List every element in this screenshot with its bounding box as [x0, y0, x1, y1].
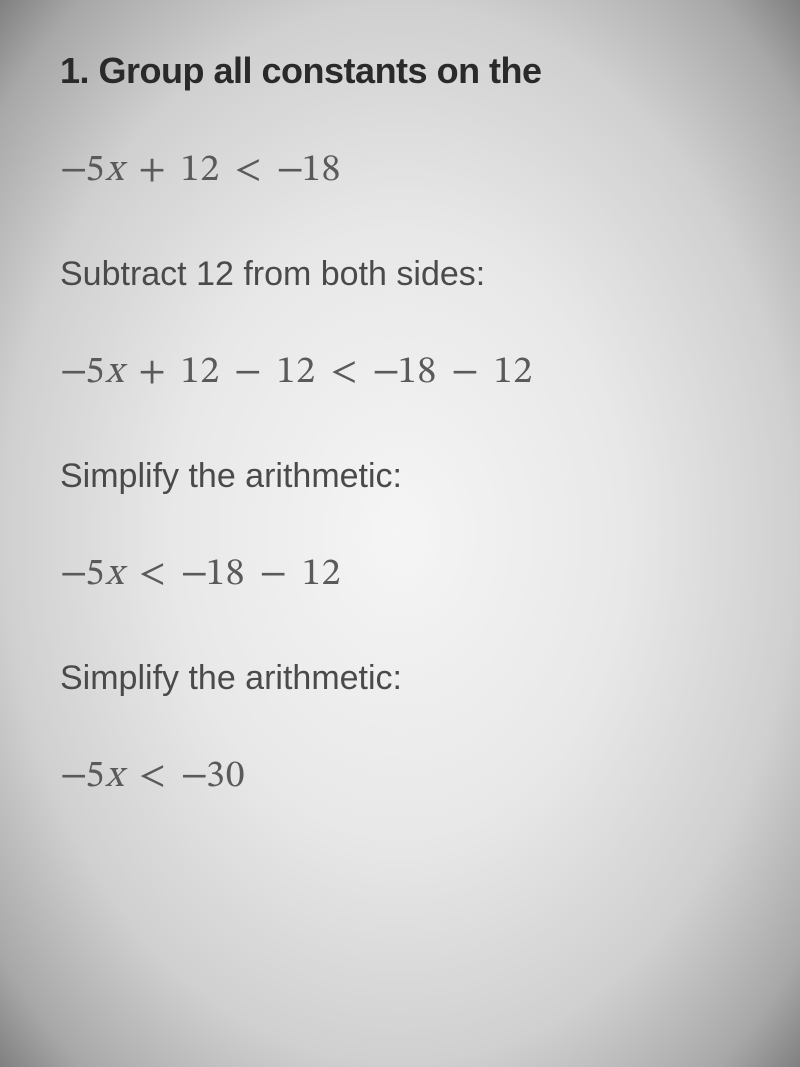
math-expression: −5x + 12 − 12 < −18 − 12 [60, 349, 740, 397]
solution-steps: −5x + 12 < −18 Subtract 12 from both side… [60, 147, 740, 801]
math-expression: −5x < −30 [60, 753, 740, 801]
math-expression: −5x + 12 < −18 [60, 147, 740, 195]
instruction-text: Simplify the arithmetic: [60, 457, 740, 496]
instruction-text: Subtract 12 from both sides: [60, 255, 740, 294]
instruction-text: Simplify the arithmetic: [60, 659, 740, 698]
step-heading: 1. Group all constants on the [60, 50, 740, 92]
math-expression: −5x < −18 − 12 [60, 551, 740, 599]
